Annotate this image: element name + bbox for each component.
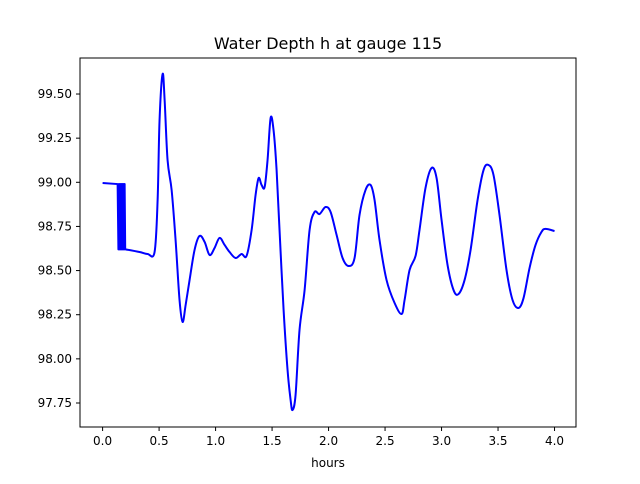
y-tick-label: 99.50	[38, 87, 72, 101]
x-tick-label: 3.5	[488, 434, 507, 448]
y-tick-label: 98.50	[38, 264, 72, 278]
plot-lines	[102, 72, 555, 412]
y-tick-label: 98.00	[38, 352, 72, 366]
y-tick-label: 97.75	[38, 396, 72, 410]
x-tick-label: 3.0	[432, 434, 451, 448]
y-tick-label: 99.00	[38, 175, 72, 189]
x-tick-label: 4.0	[545, 434, 564, 448]
x-axis-ticks: 0.0 0.5 1.0 1.5 2.0 2.5 3.0 3.5 4.0	[93, 427, 564, 448]
x-axis-label: hours	[311, 456, 345, 470]
plot-frame	[79, 57, 577, 428]
x-tick-label: 0.5	[150, 434, 169, 448]
x-tick-label: 0.0	[93, 434, 112, 448]
y-tick-label: 99.25	[38, 131, 72, 145]
x-tick-label: 2.5	[376, 434, 395, 448]
chart-title: Water Depth h at gauge 115	[214, 34, 442, 53]
y-axis-ticks: 97.75 98.00 98.25 98.50 98.75 99.00 99.25 99.50	[38, 87, 80, 410]
x-tick-label: 1.0	[206, 434, 225, 448]
y-tick-label: 98.25	[38, 308, 72, 322]
x-tick-label: 2.0	[319, 434, 338, 448]
y-tick-label: 98.75	[38, 219, 72, 233]
series-line-h	[102, 72, 555, 412]
x-tick-label: 1.5	[263, 434, 282, 448]
